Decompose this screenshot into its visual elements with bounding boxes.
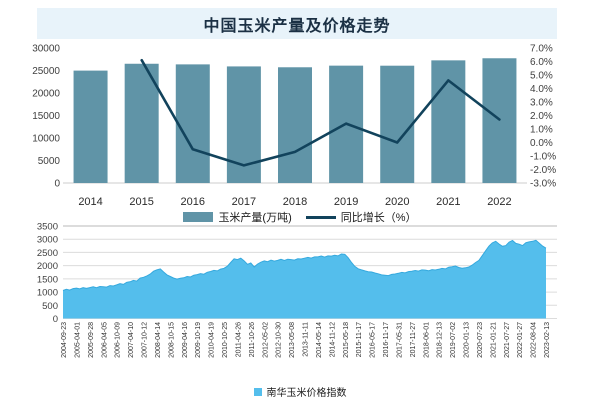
top-right-axis-tick: 4.0% [530, 84, 553, 95]
bottom-x-axis-tick: 2015-11-17 [356, 322, 363, 357]
bottom-x-axis-tick: 2022-01-27 [517, 322, 524, 358]
top-right-axis-tick: -1.0% [530, 152, 556, 163]
bar-2014 [73, 70, 108, 183]
bottom-x-axis-tick: 2011-10-26 [249, 322, 256, 357]
bar-2018 [278, 67, 312, 183]
bottom-x-axis-tick: 2008-10-15 [168, 322, 175, 358]
bottom-y-axis-tick: 1500 [37, 274, 58, 285]
top-left-axis-tick: 10000 [32, 134, 60, 145]
top-left-axis-tick: 25000 [32, 66, 60, 77]
top-left-axis-tick: 5000 [38, 156, 61, 167]
bottom-x-axis-tick: 2014-11-12 [329, 322, 336, 357]
price-index-legend-label: 南华玉米价格指数 [266, 388, 347, 399]
top-x-axis-tick: 2014 [78, 196, 102, 208]
price-index-area-edge [62, 239, 547, 291]
top-x-axis-tick: 2015 [129, 196, 153, 208]
bottom-chart-legend: 南华玉米价格指数 [0, 384, 600, 399]
top-x-axis-tick: 2020 [385, 196, 409, 208]
bottom-x-axis-tick: 2005-04-01 [74, 322, 81, 358]
bottom-y-axis-tick: 2000 [37, 261, 58, 272]
bottom-x-axis-tick: 2013-05-08 [289, 322, 296, 358]
bottom-x-axis-tick: 2021-07-27 [504, 322, 511, 358]
growth-line [140, 58, 501, 167]
top-right-axis-tick: 6.0% [530, 57, 553, 68]
top-x-axis-tick: 2019 [334, 196, 358, 208]
bottom-x-axis-tick: 2012-10-30 [276, 322, 283, 358]
growth-line-swatch [305, 215, 336, 219]
bottom-x-axis-tick: 2009-04-16 [182, 322, 189, 358]
bottom-x-axis-tick: 2006-10-09 [115, 322, 122, 358]
bottom-x-axis-tick: 2023-02-13 [544, 322, 551, 358]
top-left-axis-tick: 15000 [32, 111, 60, 122]
production-bars [73, 58, 517, 184]
bottom-x-axis-tick: 2013-11-11 [303, 322, 310, 357]
bottom-x-axis-tick: 2022-08-04 [531, 322, 538, 358]
bottom-x-axis-tick: 2020-01-13 [464, 322, 471, 358]
bottom-x-axis-tick: 2010-10-25 [222, 322, 229, 358]
top-right-axis-tick: 1.0% [530, 125, 553, 136]
price-index-swatch [253, 387, 262, 396]
bottom-x-axis-tick: 2014-05-14 [316, 322, 323, 358]
price-index-area [63, 240, 546, 319]
bottom-x-axis-tick: 2019-07-02 [450, 322, 457, 358]
top-left-axis-tick: 0 [54, 179, 60, 190]
bottom-x-axis-tick: 2020-07-23 [477, 322, 484, 358]
top-right-axis-tick: 0.0% [530, 138, 553, 149]
bottom-x-axis-tick: 2021-01-21 [490, 322, 497, 358]
top-right-axis-tick: 7.0% [530, 44, 553, 55]
top-x-axis-tick: 2022 [487, 196, 511, 208]
bottom-x-axis-tick: 2010-04-19 [209, 322, 216, 358]
legend-item-price-index: 南华玉米价格指数 [253, 384, 347, 399]
bottom-x-axis-tick: 2018-12-13 [437, 322, 444, 358]
bottom-x-axis-tick: 2017-11-27 [410, 322, 417, 357]
bar-2015 [124, 63, 159, 183]
bottom-x-axis-tick: 2004-09-23 [61, 322, 68, 358]
bottom-x-axis-tick: 2016-11-17 [383, 322, 390, 357]
top-right-axis-tick: 2.0% [530, 111, 553, 122]
production-bar-swatch [183, 212, 214, 222]
bar-2021 [431, 60, 466, 183]
bottom-x-axis-tick: 2016-05-17 [370, 322, 377, 358]
bottom-x-axis-tick: 2007-10-12 [142, 322, 149, 358]
bottom-x-axis-tick: 2015-05-18 [343, 322, 350, 358]
bottom-x-axis-tick: 2017-05-31 [396, 322, 403, 358]
bottom-x-axis-tick: 2018-06-01 [423, 322, 430, 358]
bottom-x-axis-tick: 2012-05-02 [262, 322, 269, 358]
legend-item-growth: 同比增长（%） [305, 209, 417, 225]
production-legend-label: 玉米产量(万吨) [218, 212, 292, 224]
bottom-x-axis-tick: 2005-09-28 [88, 322, 95, 358]
top-right-axis-tick: 3.0% [530, 98, 553, 109]
bottom-y-axis-tick: 1000 [37, 288, 58, 299]
bottom-x-axis-tick: 2009-10-19 [195, 322, 202, 358]
bottom-y-axis-tick: 3000 [37, 235, 58, 246]
top-left-axis-tick: 20000 [32, 89, 60, 100]
bottom-y-axis-tick: 3500 [37, 222, 58, 233]
bottom-y-axis-tick: 0 [53, 314, 58, 325]
bottom-x-axis-tick: 2008-04-14 [155, 322, 162, 358]
legend-item-production: 玉米产量(万吨) [183, 209, 292, 225]
top-x-axis-tick: 2017 [232, 196, 256, 208]
growth-legend-label: 同比增长（%） [340, 212, 417, 224]
production-growth-chart: 30000 25000 20000 15000 10000 5000 0 7.0% 6.0% 5.… [32, 44, 556, 209]
top-x-axis-tick: 2016 [181, 196, 205, 208]
top-right-axis-tick: -3.0% [530, 179, 556, 190]
top-right-axis-tick: 5.0% [530, 71, 553, 82]
top-right-axis-tick: -2.0% [530, 165, 556, 176]
bottom-y-axis-tick: 2500 [37, 248, 58, 259]
bar-2020 [380, 65, 415, 183]
bottom-y-axis-tick: 500 [42, 301, 58, 312]
bottom-x-axis-tick: 2007-04-10 [128, 322, 135, 358]
bottom-x-axis-tick: 2006-04-05 [101, 322, 108, 358]
top-x-axis-tick: 2021 [436, 196, 460, 208]
bar-2016 [175, 64, 210, 183]
top-x-axis-tick: 2018 [283, 196, 307, 208]
bottom-x-axis-tick: 2011-04-26 [235, 322, 242, 357]
top-chart-legend: 玉米产量(万吨) 同比增长（%） [0, 209, 600, 225]
top-left-axis-tick: 30000 [32, 44, 60, 55]
page-title: 中国玉米产量及价格走势 [37, 8, 557, 39]
